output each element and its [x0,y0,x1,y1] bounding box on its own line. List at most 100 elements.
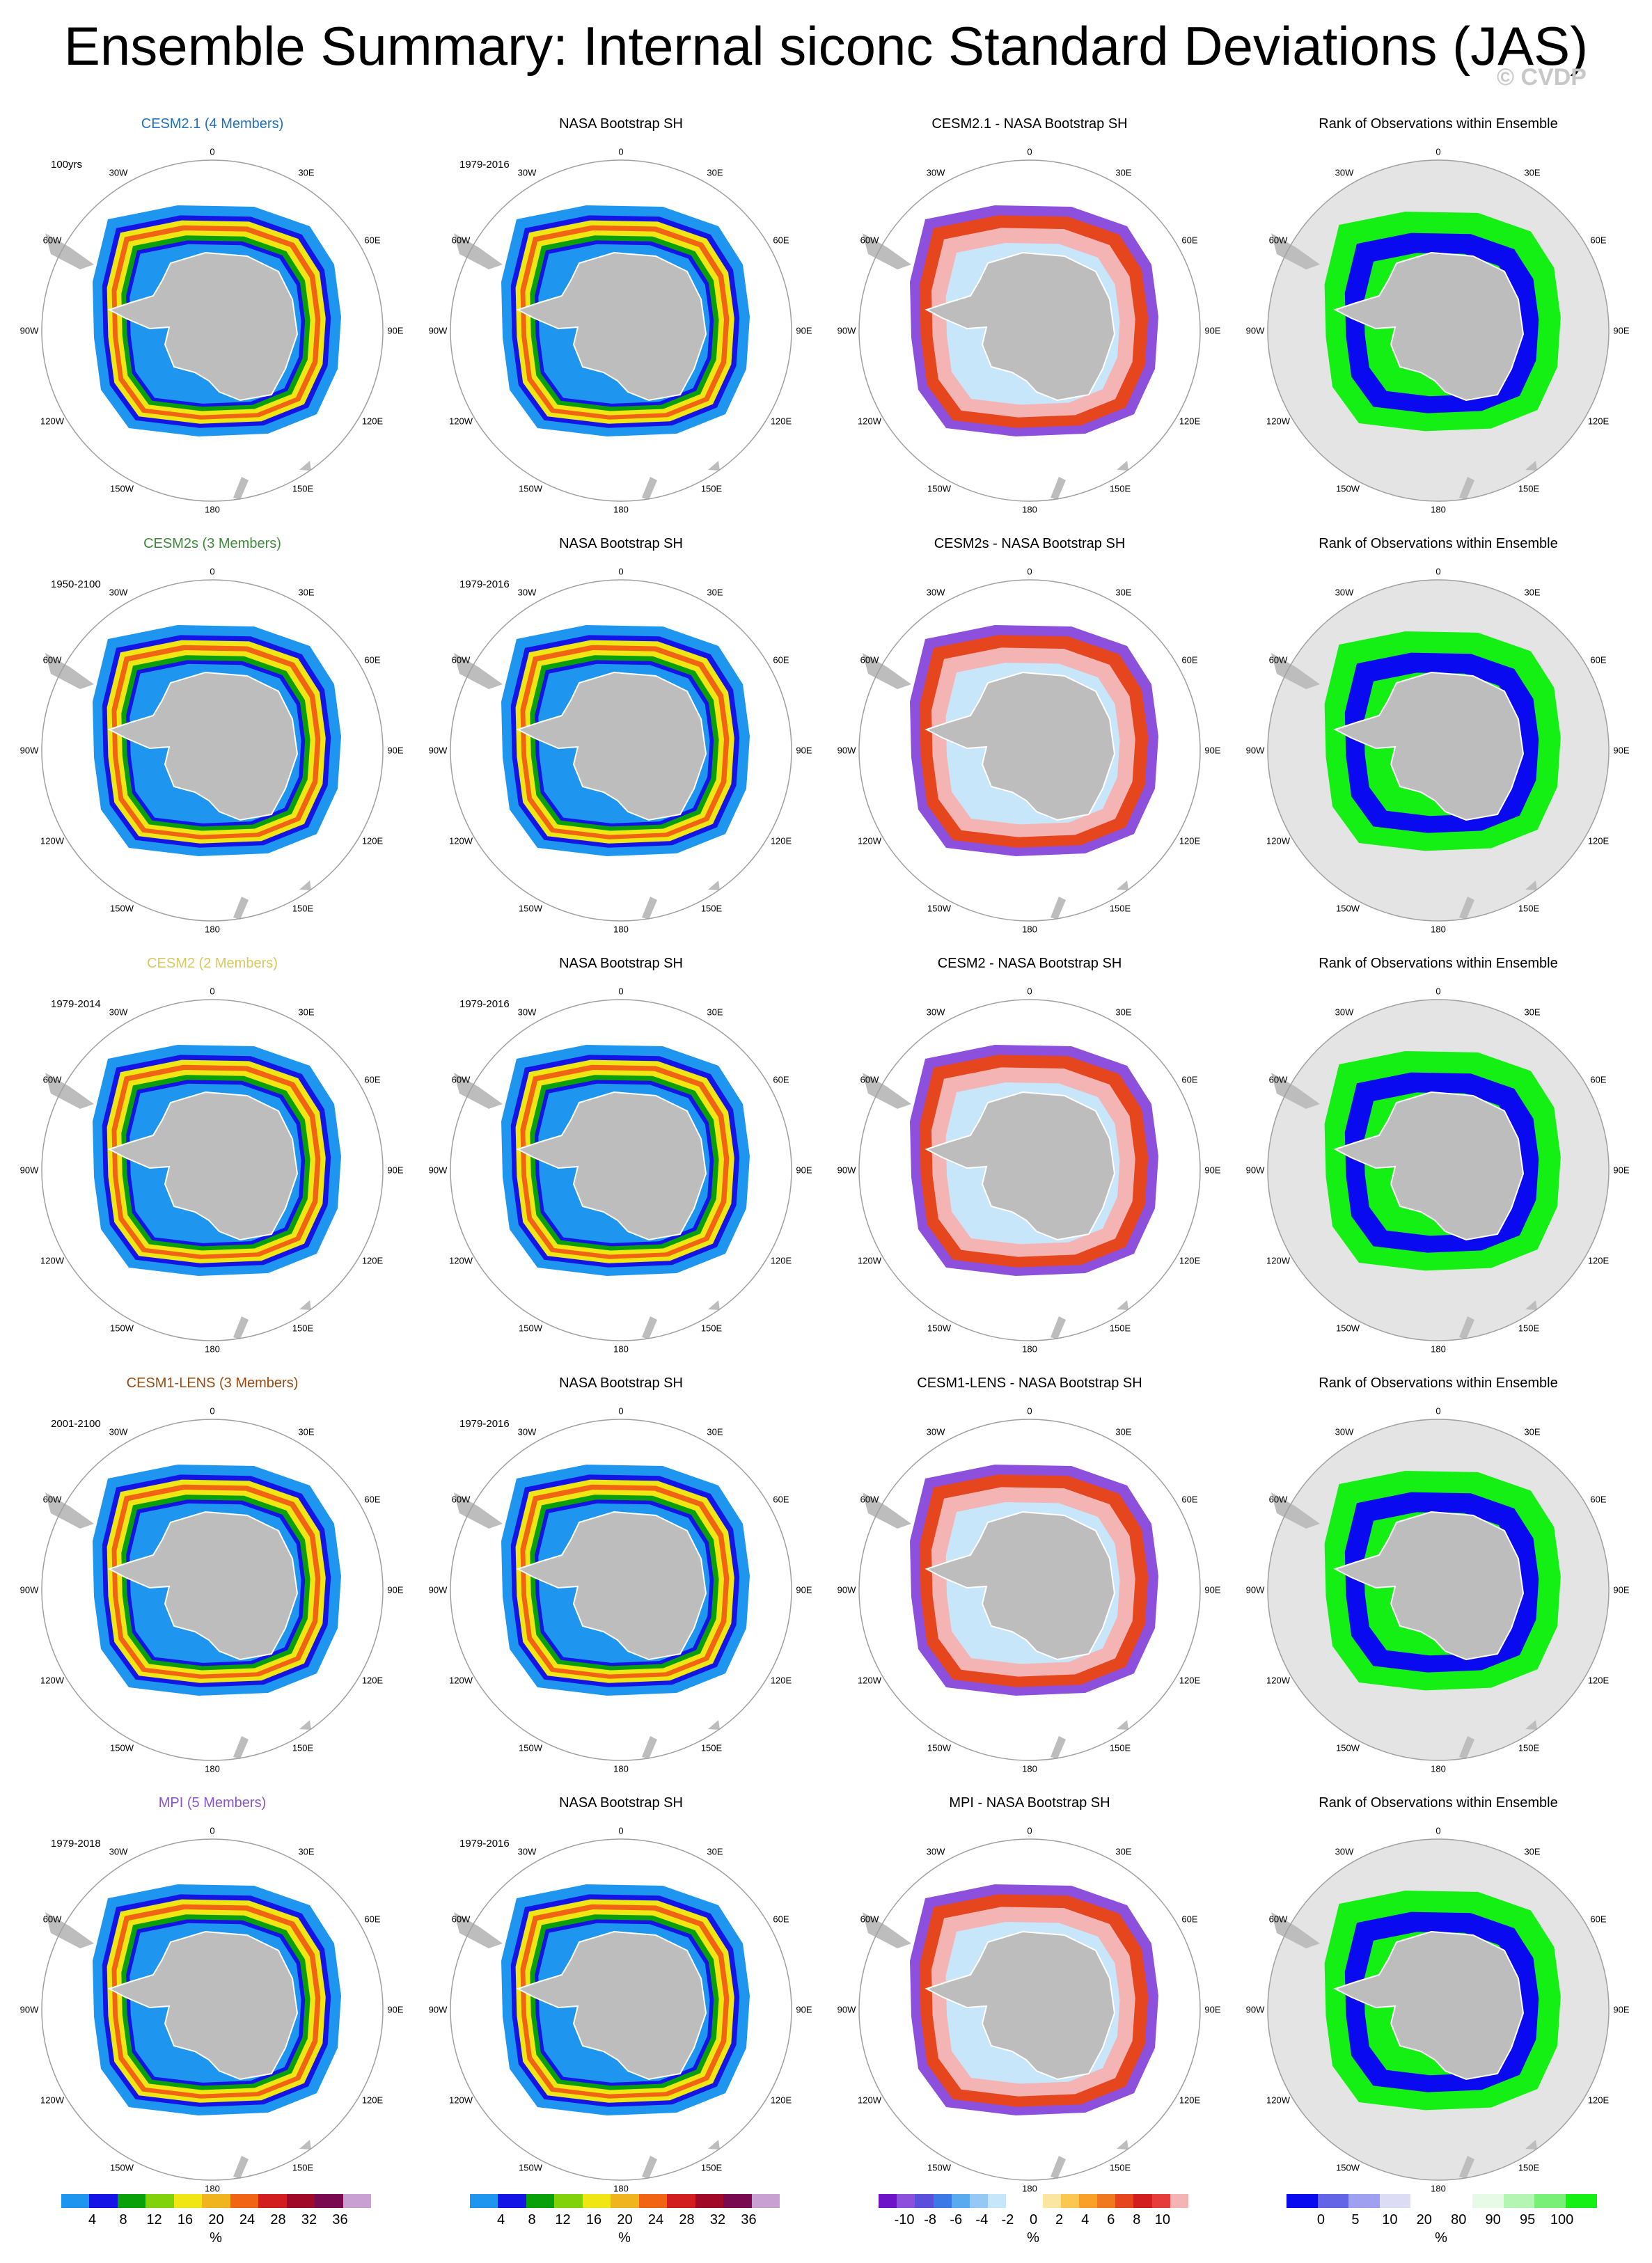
colorbar-unit: % [1435,2230,1447,2246]
longitude-label: 60W [1268,1494,1288,1505]
longitude-label: 120E [1179,1255,1201,1266]
longitude-label: 0 [1435,1405,1441,1417]
map-boundary-circle [41,579,384,922]
tasmania-landmass [1117,1300,1128,1310]
polar-map-model [41,1419,384,1761]
longitude-label: 120W [1266,2095,1290,2106]
tasmania-landmass [299,1720,311,1730]
longitude-label: 60W [451,235,471,246]
polar-map-model [41,1838,384,2181]
map-boundary-circle [1267,579,1610,922]
period-label: 1979-2014 [51,998,101,1010]
longitude-label: 60E [1590,1074,1607,1085]
map-boundary-circle [1267,1838,1610,2181]
longitude-label: 30E [298,587,315,598]
longitude-label: 30E [707,1846,723,1857]
longitude-label: 30W [926,167,945,178]
colorbar-tick-label: 12 [146,2212,162,2227]
longitude-label: 90W [19,1165,39,1176]
colorbar-swatch [258,2194,288,2208]
longitude-label: 120W [40,2095,64,2106]
longitude-label: 150E [700,1742,723,1753]
longitude-label: 30E [1115,1007,1132,1018]
colorbar-swatch [526,2194,555,2208]
period-label: 1979-2016 [459,998,510,1010]
page-title: Ensemble Summary: Internal siconc Standa… [63,15,1589,77]
longitude-label: 120E [361,1255,384,1266]
colorbar-swatch [879,2194,897,2208]
new-zealand-landmass [642,2156,657,2179]
longitude-label: 150E [700,2162,723,2173]
colorbar-tick-label: 28 [679,2212,695,2227]
south-america-landmass [45,1073,94,1109]
south-america-landmass [863,233,911,269]
longitude-label: 150W [1336,1742,1360,1753]
longitude-label: 180 [205,504,220,515]
longitude-label: 120E [361,835,384,846]
longitude-label: 90E [796,2004,812,2015]
new-zealand-landmass [1051,477,1066,500]
panel-diff-row-1: CESM2.1 - NASA Bootstrap SH 0 180 90W 90E 30W… [828,104,1232,522]
longitude-label: 90E [1204,2004,1221,2015]
polar-map-diff [858,159,1201,502]
colorbar-tick-label: 32 [709,2212,726,2227]
longitude-label: 180 [1022,1343,1037,1355]
longitude-label: 30W [517,167,537,178]
tasmania-landmass [708,1720,720,1730]
colorbar-swatch [173,2194,203,2208]
longitude-label: 60E [1181,654,1198,665]
colorbar-tick-label: 2 [1055,2212,1064,2227]
colorbar-swatch [498,2194,527,2208]
antarctica-landmass [925,1511,1116,1661]
longitude-label: 150W [1336,1323,1360,1334]
longitude-label: 180 [1022,924,1037,935]
panel-diff-row-3: CESM2 - NASA Bootstrap SH 0 180 90W 90E 30W 60… [828,944,1232,1362]
south-america-landmass [863,1912,911,1948]
polar-map-obs [450,1838,792,2181]
colorbar-swatch [1348,2194,1380,2208]
longitude-label: 0 [1027,566,1032,577]
antarctica-landmass [1333,1511,1525,1661]
longitude-label: 120E [1587,2095,1610,2106]
panel-title: Rank of Observations within Ensemble [1319,536,1558,551]
antarctica-landmass [925,1930,1116,2081]
colorbar-swatch [1379,2194,1411,2208]
longitude-label: 0 [1435,566,1441,577]
new-zealand-landmass [233,2156,249,2179]
longitude-label: 90E [796,325,812,336]
longitude-label: 30W [926,1846,945,1857]
longitude-label: 180 [613,1763,629,1774]
south-america-landmass [863,1073,911,1109]
colorbar-unit: % [618,2230,631,2246]
polar-map-rank [1267,159,1610,502]
longitude-label: 120E [361,416,384,427]
longitude-label: 60W [1268,654,1288,665]
longitude-label: 0 [1027,986,1032,997]
colorbar-std-obs: 4 8 12 16 20 24 28 32 36% [470,2194,780,2257]
colorbar-swatch [1441,2194,1473,2208]
longitude-label: 120W [449,2095,473,2106]
colorbar-swatch [969,2194,989,2208]
longitude-label: 60W [451,654,471,665]
longitude-label: 150E [1518,483,1540,494]
longitude-label: 150E [292,2162,314,2173]
polar-map-diff [858,1419,1201,1761]
new-zealand-landmass [642,1316,657,1339]
colorbar-unit: % [210,2230,222,2246]
colorbar-tick-label: 28 [270,2212,286,2227]
colorbar-tick-label: 36 [332,2212,348,2227]
longitude-label: 150E [1109,1742,1131,1753]
longitude-label: 150E [1518,1742,1540,1753]
period-label: 1950-2100 [51,578,101,590]
colorbar-tick-label: 6 [1107,2212,1115,2227]
colorbar-swatch [230,2194,259,2208]
longitude-label: 180 [205,1763,220,1774]
map-boundary-circle [41,1838,384,2181]
longitude-label: 150E [1109,1323,1131,1334]
map-boundary-circle [1267,1419,1610,1761]
colorbar-tick-label: 10 [1154,2212,1171,2227]
colorbar-swatch [1042,2194,1062,2208]
longitude-label: 150E [292,483,314,494]
longitude-label: 150E [1518,1323,1540,1334]
longitude-label: 150W [519,2162,542,2173]
